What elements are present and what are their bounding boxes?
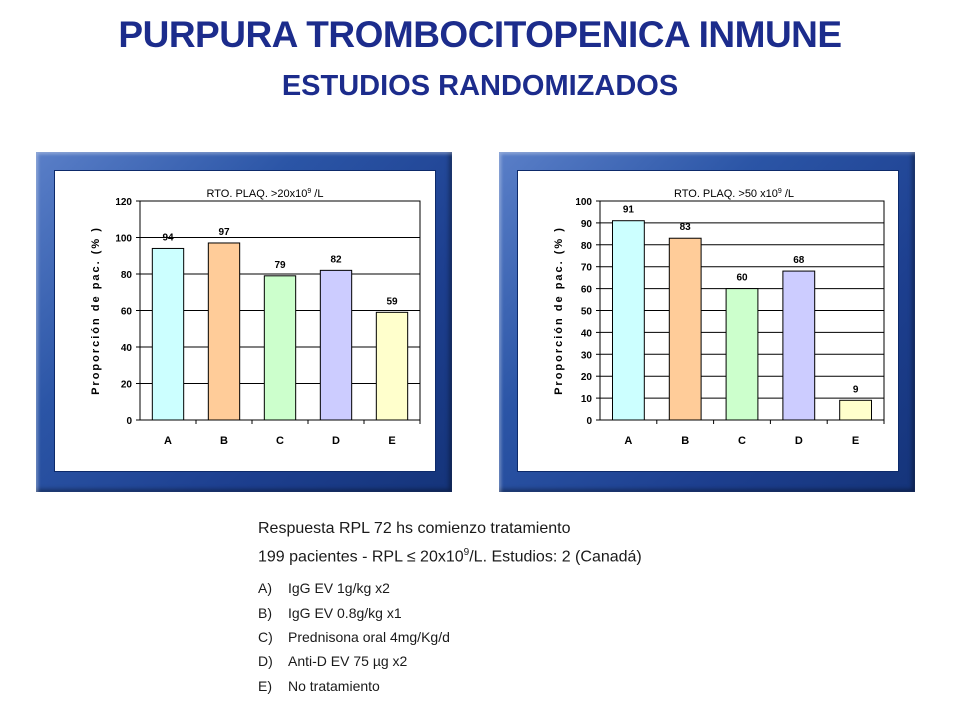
x-tick-label: B: [220, 435, 228, 447]
y-tick-label: 90: [581, 219, 593, 230]
bar: [207, 242, 241, 421]
treatment-item: A) IgG EV 1g/kg x2: [258, 580, 390, 596]
bar: [668, 237, 702, 421]
y-tick-label: 120: [115, 197, 132, 208]
chart-title: RTO. PLAQ. >20x109 /L: [207, 188, 324, 200]
data-label: 60: [736, 273, 748, 284]
x-tick-label: C: [276, 435, 284, 447]
y-tick-label: 20: [581, 372, 593, 383]
y-tick-label: 60: [581, 285, 593, 296]
treatment-letter: C): [258, 629, 273, 645]
treatment-text: IgG EV 1g/kg x2: [288, 580, 390, 596]
bar: [151, 247, 185, 421]
caption-line-2: 199 pacientes - RPL ≤ 20x109/L. Estudios…: [258, 547, 642, 566]
less-equal-symbol: ≤: [406, 548, 416, 566]
y-tick-label: 60: [121, 307, 133, 318]
bar: [611, 220, 645, 421]
x-tick-label: E: [388, 435, 395, 447]
x-tick-label: A: [624, 435, 632, 447]
bar: [263, 275, 297, 421]
page-title: PURPURA TROMBOCITOPENICA INMUNE: [118, 14, 842, 55]
y-tick-label: 40: [581, 328, 593, 339]
data-label: 94: [162, 232, 174, 243]
treatment-letter: B): [258, 605, 272, 621]
caption-line-1: Respuesta RPL 72 hs comienzo tratamiento: [258, 520, 571, 537]
y-axis-label: Proporción de pac. (% ): [553, 226, 565, 395]
x-tick-label: D: [332, 435, 340, 447]
treatment-text: Anti-D EV 75 µg x2: [288, 653, 408, 669]
bar: [839, 399, 873, 421]
data-label: 9: [853, 384, 859, 395]
bar: [782, 270, 816, 421]
chart-frame-2: 0 10 20 30 40 50 60 70 80 90 100 91 A 83 B 60 C 68 D 9 E RTO.…: [499, 152, 915, 492]
y-tick-label: 80: [121, 270, 133, 281]
chart-frame-1: 0 20 40 60 80 100 120 94 A 97 B 79 C 82 D 59 E RTO. PLAQ.…: [36, 152, 452, 492]
x-tick-label: B: [681, 435, 689, 447]
x-tick-label: C: [738, 435, 746, 447]
chart-panel-2: 0 10 20 30 40 50 60 70 80 90 100 91 A 83 B 60 C 68 D 9 E RTO.…: [517, 170, 899, 472]
y-tick-label: 0: [126, 416, 132, 427]
y-tick-label: 50: [581, 307, 593, 318]
y-tick-label: 30: [581, 350, 593, 361]
treatment-text: No tratamiento: [288, 678, 380, 694]
y-tick-label: 40: [121, 343, 133, 354]
y-tick-label: 0: [586, 416, 592, 427]
y-tick-label: 20: [121, 380, 133, 391]
y-tick-label: 100: [575, 197, 592, 208]
bar-chart-20x10: 0 20 40 60 80 100 120 94 A 97 B 79 C 82 D 59 E RTO. PLAQ.…: [90, 188, 421, 447]
data-label: 97: [218, 227, 230, 238]
caption-line-2-pre: 199 pacientes - RPL: [258, 548, 407, 566]
treatment-letter: E): [258, 678, 272, 694]
bar-chart-50x10: 0 10 20 30 40 50 60 70 80 90 100 91 A 83 B 60 C 68 D 9 E RTO.…: [553, 188, 885, 447]
bar: [319, 269, 353, 421]
data-label: 59: [386, 296, 398, 307]
y-tick-label: 100: [115, 234, 132, 245]
treatment-text: IgG EV 0.8g/kg x1: [288, 605, 402, 621]
page-subtitle: ESTUDIOS RANDOMIZADOS: [281, 70, 679, 102]
caption-line-2-mid: 20x10: [415, 548, 464, 566]
x-tick-label: A: [164, 435, 172, 447]
data-label: 83: [680, 222, 692, 233]
y-tick-label: 70: [581, 263, 593, 274]
data-label: 82: [330, 254, 342, 265]
caption-line-2-sup: 9: [463, 547, 470, 558]
data-label: 79: [274, 260, 286, 271]
x-tick-label: D: [795, 435, 803, 447]
chart-title: RTO. PLAQ. >50 x109 /L: [674, 188, 794, 200]
chart-panel-1: 0 20 40 60 80 100 120 94 A 97 B 79 C 82 D 59 E RTO. PLAQ.…: [54, 170, 436, 472]
y-axis-label: Proporción de pac. (% ): [90, 226, 102, 395]
caption-line-2-post: /L. Estudios: 2 (Canadá): [469, 548, 642, 566]
x-tick-label: E: [852, 435, 859, 447]
bar: [375, 311, 409, 421]
treatment-letter: D): [258, 653, 273, 669]
treatment-letter: A): [258, 580, 272, 596]
treatment-item: E) No tratamiento: [258, 678, 380, 694]
data-label: 68: [793, 255, 805, 266]
y-tick-label: 10: [581, 394, 593, 405]
bar: [725, 288, 759, 421]
treatment-text: Prednisona oral 4mg/Kg/d: [288, 629, 450, 645]
treatment-item: C) Prednisona oral 4mg/Kg/d: [258, 629, 450, 645]
treatment-item: B) IgG EV 0.8g/kg x1: [258, 605, 402, 621]
treatment-item: D) Anti-D EV 75 µg x2: [258, 653, 407, 669]
data-label: 91: [623, 205, 635, 216]
y-tick-label: 80: [581, 241, 593, 252]
